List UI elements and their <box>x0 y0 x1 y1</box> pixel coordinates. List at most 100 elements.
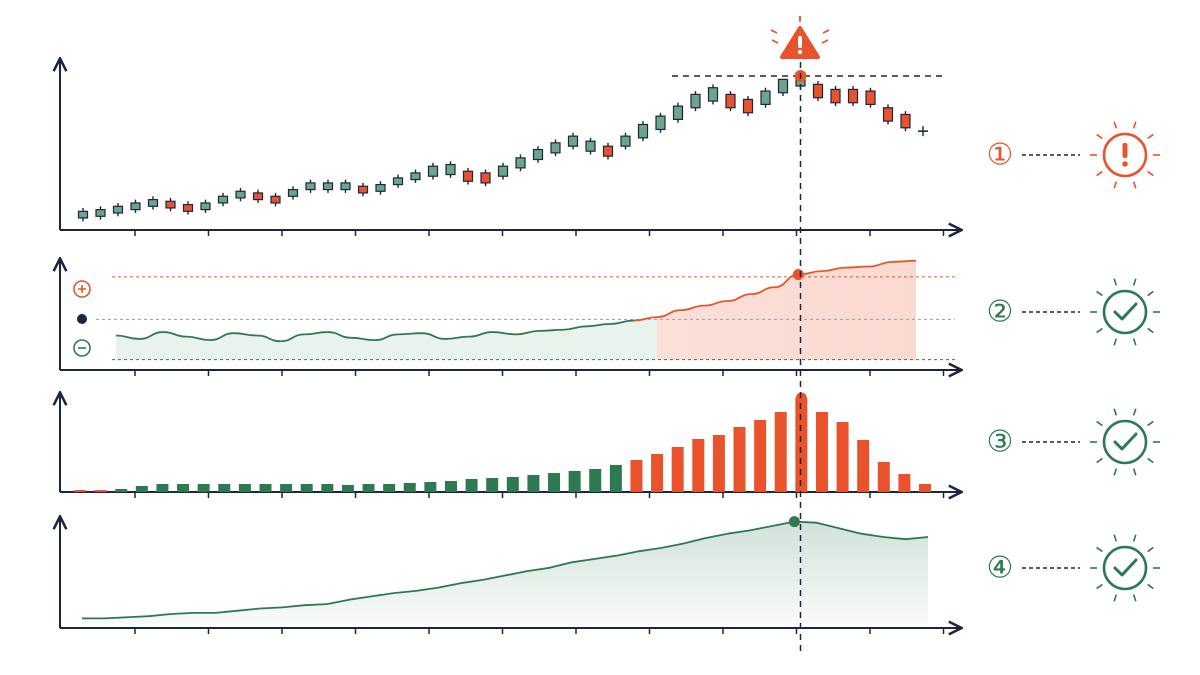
line-segment <box>115 334 140 340</box>
status-icon <box>1102 289 1148 335</box>
status-ray <box>1147 457 1154 464</box>
candle-body <box>515 157 526 169</box>
status-ray <box>1147 546 1154 553</box>
candle-body <box>200 202 211 211</box>
bar <box>238 484 251 492</box>
status-ray <box>1096 327 1103 334</box>
line-segment <box>845 265 869 269</box>
candle-body <box>77 210 89 219</box>
bar <box>836 422 849 492</box>
bar <box>712 435 725 492</box>
candle-body <box>707 87 719 102</box>
status-ray <box>1132 121 1137 129</box>
line-segment <box>163 331 187 338</box>
peak-marker <box>795 392 807 404</box>
bar <box>589 469 602 492</box>
status-ray <box>1113 468 1118 476</box>
bar <box>486 478 499 492</box>
status-glyph <box>1122 143 1128 158</box>
candle-body <box>392 177 404 186</box>
line-segment <box>563 325 587 331</box>
bar <box>259 484 272 492</box>
candle-body <box>340 182 351 191</box>
status-ray <box>1113 181 1118 189</box>
panel-number: ① <box>987 138 1014 173</box>
bar <box>94 490 107 492</box>
line-segment <box>186 335 211 341</box>
bar <box>548 473 561 492</box>
line-segment <box>445 335 469 340</box>
bar <box>795 398 808 492</box>
status-ray <box>1132 594 1137 602</box>
candle-body <box>672 105 684 121</box>
panel-number: ② <box>987 295 1014 330</box>
candle-body <box>830 88 841 104</box>
status-ray <box>1147 290 1154 297</box>
status-ray <box>1113 278 1118 286</box>
line-segment <box>727 293 752 302</box>
line-segment <box>280 333 305 343</box>
bar <box>74 490 86 492</box>
candle-body <box>147 199 159 207</box>
line-segment <box>633 316 658 322</box>
bar <box>177 484 190 492</box>
status-ray <box>1096 133 1103 140</box>
candle-body <box>882 107 894 122</box>
exclamation <box>798 36 802 48</box>
bar <box>568 471 581 492</box>
candle-body <box>760 90 771 106</box>
line-segment <box>680 304 705 312</box>
exclamation-dot <box>797 49 803 55</box>
bar <box>156 484 169 492</box>
legend-icons <box>73 280 91 357</box>
status-ray <box>1113 408 1118 416</box>
candle-body <box>462 170 474 182</box>
status-ray <box>1147 327 1154 334</box>
status-glyph <box>1113 432 1138 451</box>
candle-body <box>165 200 176 209</box>
bar <box>630 460 643 492</box>
bar <box>115 489 128 492</box>
status-ray <box>1132 278 1137 286</box>
rays <box>770 16 830 44</box>
area-line <box>82 520 929 620</box>
status-glyph <box>1122 161 1128 167</box>
line-segment <box>821 266 846 272</box>
line-segment <box>868 261 893 268</box>
bar <box>218 484 231 492</box>
candle-body <box>287 188 299 197</box>
bar <box>609 465 622 492</box>
candle-body <box>900 113 911 129</box>
line-segment <box>327 331 352 339</box>
candle-body <box>620 135 631 147</box>
candle-body <box>322 182 334 191</box>
area-fill <box>82 521 928 625</box>
candle-body <box>497 165 509 177</box>
bar <box>877 462 890 492</box>
line-segment <box>257 334 281 343</box>
bar <box>465 479 478 492</box>
bar <box>651 454 664 492</box>
candle-body <box>567 135 579 147</box>
bar <box>383 484 396 492</box>
candle-body <box>112 205 124 214</box>
status-ray <box>1096 546 1103 553</box>
candle-body <box>410 172 421 181</box>
bar <box>321 484 334 492</box>
line-segment <box>421 332 446 340</box>
status-ray <box>1132 534 1137 542</box>
candle-body <box>375 183 386 192</box>
candle-body <box>480 172 491 184</box>
status-icon <box>1102 132 1148 178</box>
panel-number: ③ <box>987 425 1014 460</box>
status-ray <box>1147 583 1154 590</box>
line-segment <box>233 332 258 337</box>
candle-body <box>270 195 281 204</box>
alert-triangle <box>770 16 830 59</box>
candle-body <box>427 165 439 177</box>
plus-icon <box>73 280 91 298</box>
status-glyph <box>1113 558 1138 577</box>
bar <box>815 412 828 492</box>
minus-icon <box>73 339 91 357</box>
candle-body <box>602 145 614 157</box>
